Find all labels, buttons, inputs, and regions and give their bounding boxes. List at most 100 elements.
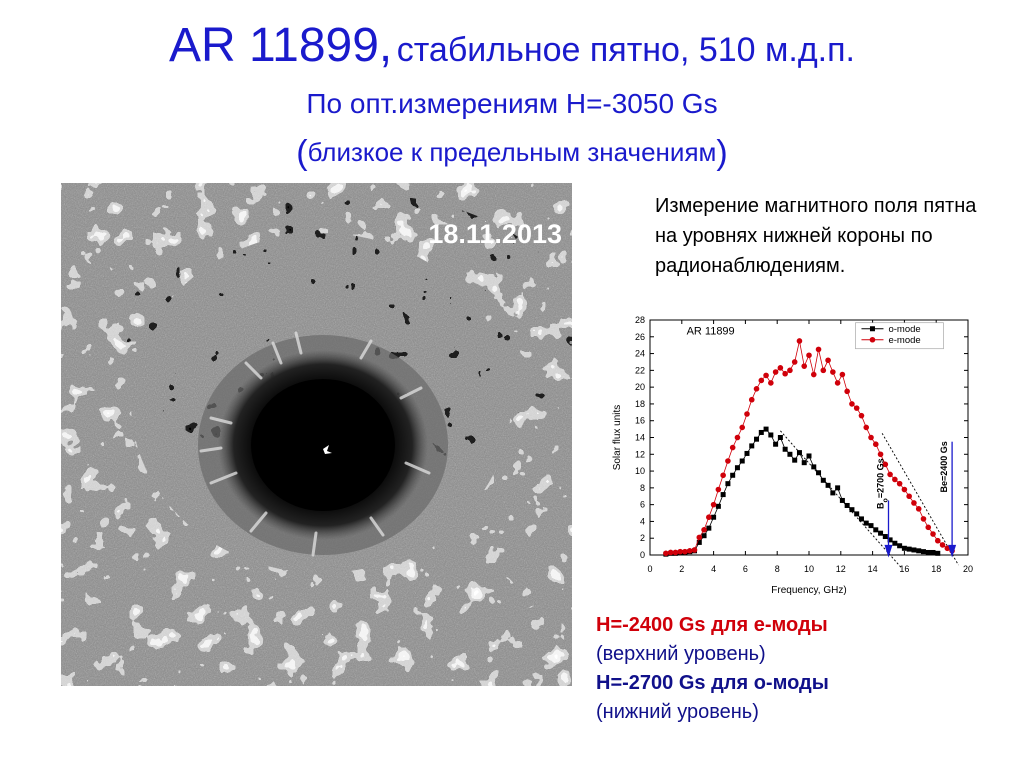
point-o-mode <box>930 549 936 555</box>
point-e-mode <box>839 371 846 378</box>
point-o-mode <box>701 533 707 539</box>
point-o-mode <box>935 550 941 556</box>
point-e-mode <box>782 370 788 377</box>
point-o-mode <box>820 477 826 483</box>
title-line3: (близкое к предельным значениям) <box>0 134 1024 173</box>
point-e-mode <box>672 549 679 556</box>
point-e-mode <box>872 441 879 448</box>
point-e-mode <box>882 461 889 468</box>
y-tick-label: 24 <box>635 349 645 359</box>
legend-label-e-mode: e-mode <box>888 335 920 346</box>
point-o-mode <box>792 457 798 463</box>
point-e-mode <box>739 424 746 431</box>
y-tick-label: 28 <box>635 315 645 325</box>
point-o-mode <box>711 514 717 520</box>
point-o-mode <box>696 539 702 545</box>
legend-marker-o-mode <box>869 326 875 332</box>
title-main: AR 11899, <box>169 19 393 72</box>
point-e-mode <box>896 480 903 487</box>
marker-arrow-head <box>948 544 957 558</box>
point-e-mode <box>925 524 932 531</box>
point-e-mode <box>820 367 827 374</box>
x-tick-label: 18 <box>931 564 941 574</box>
point-o-mode <box>768 432 774 438</box>
magnetogram-image: 18.11.2013 <box>61 183 572 686</box>
point-e-mode <box>772 369 779 375</box>
point-o-mode <box>787 451 793 457</box>
point-o-mode <box>763 426 769 432</box>
point-e-mode <box>868 434 874 441</box>
point-e-mode <box>834 380 841 386</box>
point-e-mode <box>753 386 760 392</box>
point-e-mode <box>877 451 884 458</box>
point-o-mode <box>868 523 874 529</box>
point-o-mode <box>873 527 879 533</box>
x-tick-label: 4 <box>711 564 716 574</box>
point-o-mode <box>730 472 736 478</box>
point-o-mode <box>844 502 850 508</box>
point-o-mode <box>906 546 912 552</box>
point-e-mode <box>768 380 774 386</box>
point-o-mode <box>887 537 893 543</box>
point-e-mode <box>696 534 703 541</box>
point-o-mode <box>777 435 783 440</box>
point-e-mode <box>720 472 726 479</box>
y-tick-label: 10 <box>635 466 645 476</box>
y-tick-label: 18 <box>635 399 645 409</box>
point-o-mode <box>773 441 779 447</box>
point-e-mode <box>825 357 831 364</box>
chart-svg: 0 2 4 6 8 10 12 14 16 18 2002468101214161820222426… <box>612 315 973 596</box>
point-o-mode <box>920 549 926 555</box>
point-e-mode <box>734 434 741 441</box>
point-e-mode <box>744 411 750 417</box>
y-tick-label: 16 <box>635 416 645 426</box>
radio-spectrum-chart: 0 2 4 6 8 10 12 14 16 18 20 0 2 4 6 8 10 12 14 16 18 20 22 24 26… <box>600 312 1000 602</box>
point-e-mode <box>810 371 817 378</box>
o-mode-note: (нижний уровень) <box>596 701 759 723</box>
y-tick-label: 20 <box>635 382 645 392</box>
title-subtitle: стабильное пятно, 510 м.д.п. <box>396 31 855 69</box>
title-paren-close: ) <box>716 134 728 172</box>
point-e-mode <box>849 401 855 407</box>
y-tick-label: 0 <box>640 550 645 560</box>
title-line2: По опт.измерениям Н=-3050 Gs <box>306 88 718 119</box>
point-o-mode <box>782 446 788 452</box>
x-tick-label: 8 <box>775 564 780 574</box>
point-o-mode <box>801 460 807 466</box>
point-o-mode <box>758 429 764 435</box>
point-e-mode <box>763 372 769 379</box>
point-e-mode <box>844 388 850 395</box>
y-tick-label: 6 <box>640 500 645 510</box>
slide-title: AR 11899, стабильное пятно, 510 м.д.п. <box>0 18 1024 73</box>
point-e-mode <box>706 514 712 521</box>
y-tick-label: 2 <box>640 533 645 543</box>
point-o-mode <box>849 507 855 513</box>
point-o-mode <box>830 490 836 496</box>
point-e-mode <box>915 506 922 512</box>
point-o-mode <box>734 465 740 471</box>
point-o-mode <box>720 492 726 498</box>
title-line3-text: близкое к предельным значениям <box>307 137 717 167</box>
e-mode-note: (верхний уровень) <box>596 643 766 665</box>
point-e-mode <box>663 550 669 557</box>
point-e-mode <box>715 486 722 493</box>
point-o-mode <box>725 481 731 487</box>
point-e-mode <box>748 396 755 403</box>
point-e-mode <box>677 548 684 555</box>
point-e-mode <box>906 493 912 500</box>
marker-label: Bo=2700 Gs <box>876 458 890 509</box>
x-tick-label: 20 <box>963 564 973 574</box>
x-tick-label: 6 <box>743 564 748 574</box>
y-tick-label: 14 <box>635 433 645 443</box>
point-o-mode <box>835 485 841 491</box>
point-e-mode <box>830 369 836 375</box>
chart-annotation: AR 11899 <box>687 325 735 337</box>
marker-label: Be=2400 Gs <box>939 441 949 492</box>
y-axis-label: Solar flux units <box>612 405 623 471</box>
title-paren-open: ( <box>296 134 308 172</box>
point-e-mode <box>729 444 736 451</box>
point-o-mode <box>901 545 907 551</box>
point-e-mode <box>939 542 946 548</box>
point-e-mode <box>777 365 784 371</box>
sunspot-umbra <box>251 379 395 511</box>
